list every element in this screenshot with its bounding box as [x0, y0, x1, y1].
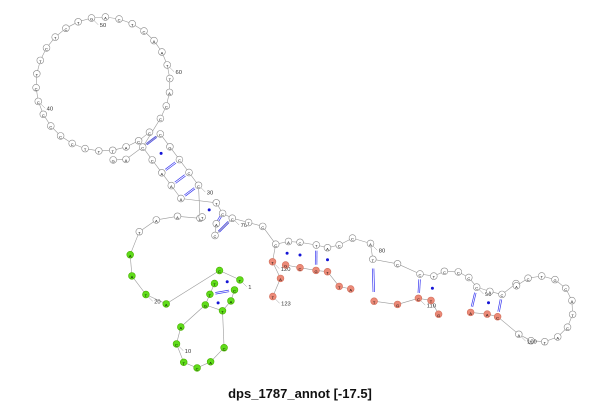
svg-text:C: C: [159, 132, 162, 137]
svg-text:C: C: [338, 244, 341, 249]
svg-text:C: C: [274, 243, 277, 248]
svg-text:C: C: [419, 273, 422, 278]
svg-text:30: 30: [207, 190, 213, 196]
svg-text:A: A: [517, 333, 520, 338]
svg-text:A: A: [168, 91, 171, 96]
svg-text:G: G: [90, 17, 93, 22]
svg-text:C: C: [566, 326, 569, 331]
svg-text:C: C: [178, 158, 181, 163]
svg-text:C: C: [501, 293, 504, 298]
svg-text:A: A: [179, 326, 182, 331]
svg-text:A: A: [486, 313, 489, 318]
svg-text:C: C: [443, 270, 446, 275]
svg-text:1: 1: [248, 285, 251, 291]
svg-text:A: A: [369, 242, 372, 247]
svg-text:C: C: [417, 297, 420, 302]
svg-text:A: A: [326, 246, 329, 251]
svg-text:C: C: [396, 262, 399, 267]
svg-text:C: C: [218, 269, 221, 274]
svg-text:C: C: [118, 18, 121, 23]
svg-text:C: C: [527, 277, 530, 282]
svg-text:10: 10: [185, 349, 191, 355]
svg-text:C: C: [223, 346, 226, 351]
svg-text:A: A: [488, 290, 491, 295]
svg-text:C: C: [564, 287, 567, 292]
svg-text:C: C: [143, 30, 146, 35]
svg-text:C: C: [45, 46, 48, 51]
svg-text:C: C: [64, 27, 67, 32]
svg-text:C: C: [165, 104, 168, 109]
svg-text:A: A: [165, 302, 168, 307]
svg-text:G: G: [314, 269, 317, 274]
svg-text:A: A: [287, 240, 290, 245]
svg-text:C: C: [197, 184, 200, 189]
svg-text:A: A: [209, 360, 212, 365]
svg-text:A: A: [230, 299, 233, 304]
svg-text:C: C: [261, 225, 264, 230]
svg-text:C: C: [475, 286, 478, 291]
svg-text:A: A: [125, 158, 128, 163]
svg-text:C: C: [42, 113, 45, 118]
svg-text:A: A: [155, 218, 158, 223]
svg-text:A: A: [160, 171, 163, 176]
svg-text:G: G: [553, 278, 556, 283]
svg-text:A: A: [131, 274, 134, 279]
svg-text:A: A: [104, 16, 107, 21]
svg-text:A: A: [180, 197, 183, 202]
svg-text:60: 60: [176, 70, 182, 76]
svg-text:C: C: [299, 241, 302, 246]
svg-text:A: A: [556, 335, 559, 340]
svg-text:A: A: [279, 277, 282, 282]
svg-text:A: A: [176, 215, 179, 220]
svg-text:C: C: [159, 117, 162, 122]
svg-text:C: C: [148, 131, 151, 136]
svg-text:C: C: [137, 139, 140, 144]
svg-text:C: C: [37, 100, 40, 105]
svg-text:A: A: [129, 253, 132, 258]
svg-text:C: C: [141, 146, 144, 151]
svg-text:C: C: [457, 270, 460, 275]
svg-text:C: C: [59, 134, 62, 139]
svg-text:40: 40: [47, 106, 53, 112]
svg-text:123: 123: [281, 302, 291, 308]
svg-text:G: G: [112, 158, 115, 163]
svg-text:G: G: [284, 264, 287, 269]
svg-text:C: C: [233, 288, 236, 293]
svg-text:A: A: [571, 299, 574, 304]
svg-text:100: 100: [527, 339, 537, 345]
svg-text:A: A: [125, 145, 128, 150]
svg-text:A: A: [161, 51, 164, 56]
svg-text:C: C: [35, 86, 38, 91]
svg-text:C: C: [467, 276, 470, 281]
svg-text:G: G: [168, 145, 171, 150]
svg-text:G: G: [437, 313, 440, 318]
svg-text:A: A: [349, 288, 352, 293]
svg-text:C: C: [214, 234, 217, 239]
svg-text:C: C: [496, 315, 499, 320]
svg-text:C: C: [49, 125, 52, 130]
svg-text:A: A: [153, 39, 156, 44]
svg-text:C: C: [231, 217, 234, 222]
svg-text:A: A: [515, 284, 518, 289]
svg-text:C: C: [151, 158, 154, 163]
svg-text:C: C: [175, 342, 178, 347]
svg-text:G: G: [396, 303, 399, 308]
svg-text:C: C: [196, 366, 199, 371]
svg-text:G: G: [204, 303, 207, 308]
svg-text:C: C: [71, 142, 74, 147]
svg-text:A: A: [170, 184, 173, 189]
svg-text:C: C: [351, 237, 354, 242]
svg-text:50: 50: [100, 23, 106, 29]
svg-text:A: A: [469, 311, 472, 316]
svg-text:C: C: [299, 266, 302, 271]
svg-text:A: A: [215, 222, 218, 227]
svg-text:80: 80: [379, 249, 385, 255]
svg-text:C: C: [188, 171, 191, 176]
svg-text:C: C: [221, 212, 224, 217]
svg-text:110: 110: [427, 303, 436, 309]
svg-text:20: 20: [154, 300, 160, 306]
